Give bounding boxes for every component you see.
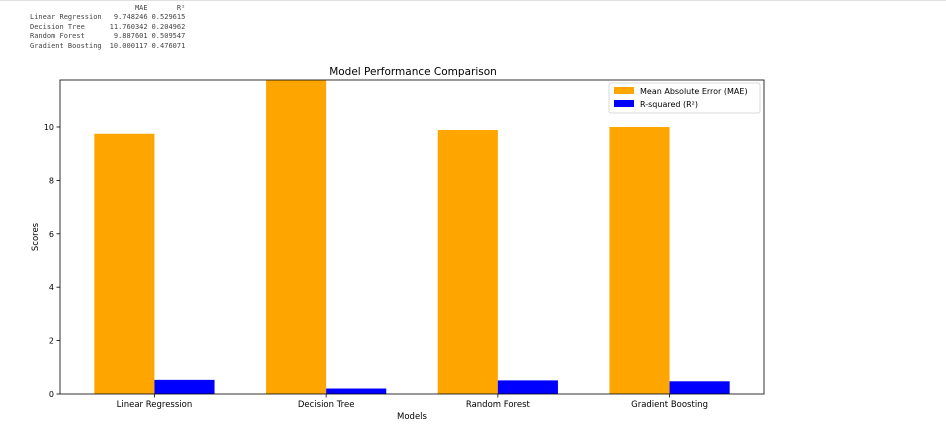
legend: Mean Absolute Error (MAE) R-squared (R²) <box>608 82 761 114</box>
row-index: Gradient Boosting <box>30 41 102 50</box>
bar-mae <box>437 129 498 395</box>
table-row: Linear Regression 9.748246 0.529615 <box>30 13 185 22</box>
legend-label-mae: Mean Absolute Error (MAE) <box>640 87 748 96</box>
y-tick-label: 4 <box>49 283 54 292</box>
row-index: Decision Tree <box>30 22 85 31</box>
bars-group <box>94 79 730 395</box>
x-tick-label: Linear Regression <box>117 400 193 410</box>
y-tick-label: 10 <box>44 123 54 132</box>
legend-swatch-r2 <box>614 100 634 107</box>
table-row: Random Forest 9.887601 0.509547 <box>30 32 185 41</box>
table-row: Decision Tree 11.760342 0.204962 <box>30 23 185 32</box>
bar-r2 <box>669 381 730 394</box>
table-row: Gradient Boosting 10.000117 0.476071 <box>30 42 185 51</box>
x-axis: Linear Regression Decision Tree Random For… <box>117 394 708 410</box>
plot-frame <box>59 79 765 395</box>
bar-r2 <box>154 379 215 394</box>
mae-value: 11.760342 <box>109 22 148 31</box>
legend-swatch-mae <box>614 87 634 94</box>
dataframe-header-row: MAE R² <box>30 4 185 13</box>
r2-value: 0.204962 <box>151 22 186 31</box>
y-axis-label: Scores <box>31 222 41 251</box>
bar-mae <box>609 126 670 395</box>
chart-title: Model Performance Comparison <box>329 66 497 78</box>
dataframe-output: MAE R² Linear Regression 9.748246 0.5296… <box>30 4 185 51</box>
y-tick-label: 8 <box>49 176 54 185</box>
mae-value: 10.000117 <box>109 41 148 50</box>
bar-mae <box>266 79 327 395</box>
r2-value: 0.509547 <box>151 32 186 41</box>
r2-value: 0.529615 <box>151 13 186 22</box>
bar-r2 <box>497 380 558 394</box>
x-tick-label: Gradient Boosting <box>631 400 708 410</box>
dataframe-col-mae: MAE <box>134 4 148 12</box>
cell-top-border <box>0 0 946 1</box>
y-tick-label: 6 <box>49 230 54 239</box>
row-index: Linear Regression <box>30 13 102 22</box>
r2-value: 0.476071 <box>151 41 186 50</box>
x-tick-label: Decision Tree <box>298 400 355 410</box>
row-index: Random Forest <box>30 32 85 41</box>
dataframe-col-r2: R² <box>176 4 186 12</box>
mae-value: 9.887601 <box>113 32 148 41</box>
legend-frame <box>608 82 761 114</box>
y-axis: 0 2 4 6 8 10 <box>44 123 60 399</box>
x-axis-label: Models <box>397 412 428 422</box>
x-tick-label: Random Forest <box>466 400 531 410</box>
y-tick-label: 0 <box>49 390 54 399</box>
legend-label-r2: R-squared (R²) <box>640 100 698 109</box>
bar-r2 <box>326 388 387 394</box>
bar-mae <box>94 133 155 394</box>
dataframe-table: MAE R² Linear Regression 9.748246 0.5296… <box>30 4 185 51</box>
y-tick-label: 2 <box>49 337 54 346</box>
mae-value: 9.748246 <box>113 13 148 22</box>
